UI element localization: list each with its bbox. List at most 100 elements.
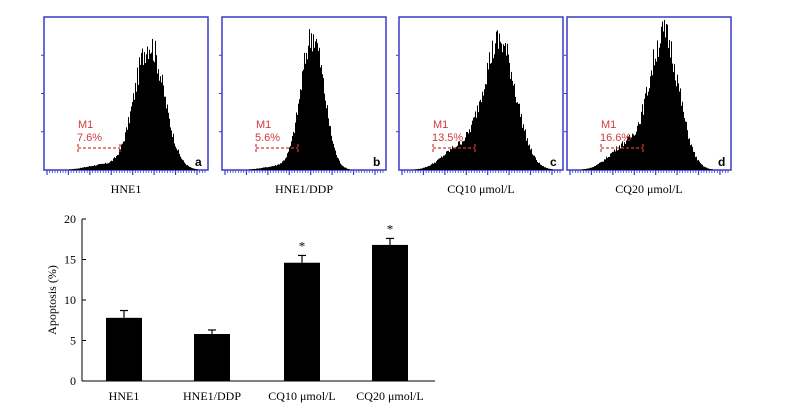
histogram-bin: [711, 169, 712, 170]
histogram-bin: [635, 134, 636, 170]
histogram-bin: [664, 19, 665, 170]
histogram-bin: [537, 161, 538, 170]
gate-marker: [600, 144, 644, 152]
histogram-bin: [629, 134, 630, 170]
histogram-bin: [73, 169, 74, 170]
histogram-bin: [276, 165, 277, 170]
panel-caption: CQ10 μmol/L: [447, 182, 514, 196]
histogram-bin: [657, 40, 658, 171]
histogram-bin: [280, 163, 281, 170]
histogram-bin: [443, 155, 444, 170]
histogram-bin: [170, 127, 171, 170]
histogram-bin: [679, 91, 680, 170]
histogram-bin: [286, 157, 287, 170]
histogram-bin: [272, 166, 273, 170]
histogram-bin: [519, 103, 520, 170]
histogram-bin: [611, 153, 612, 170]
histogram-bin: [607, 158, 608, 170]
histogram-bin: [641, 111, 642, 170]
histogram-bin: [197, 169, 198, 170]
histogram-bin: [177, 150, 178, 170]
histogram-bin: [691, 144, 692, 170]
histogram-bin: [301, 90, 302, 170]
histogram-bin: [457, 145, 458, 170]
histogram-bin: [655, 58, 656, 171]
histogram-bin: [652, 75, 653, 170]
histogram-bin: [592, 167, 593, 170]
histogram-bin: [440, 157, 441, 170]
histogram-bin: [263, 167, 264, 170]
histogram-bin: [618, 149, 619, 170]
histogram-bin: [433, 163, 434, 170]
histogram-bin: [151, 52, 152, 170]
x-tick-label: HNE1/DDP: [183, 389, 241, 403]
histogram-bin: [270, 166, 271, 170]
histogram-bin: [531, 148, 532, 170]
y-axis-label: Apoptosis (%): [45, 265, 59, 335]
histogram-bin: [639, 124, 640, 170]
histogram-bin: [619, 145, 620, 170]
gate-label: M1: [601, 119, 616, 131]
histogram-bin: [456, 146, 457, 170]
histogram-bin: [603, 161, 604, 170]
histogram-bin: [183, 160, 184, 170]
histogram-bin: [680, 88, 681, 170]
histogram-bin: [612, 151, 613, 170]
histogram-bin: [144, 52, 145, 171]
histogram-bin: [159, 80, 160, 170]
histogram-bin: [643, 114, 644, 170]
histogram-bin: [320, 67, 321, 170]
histogram-bin: [613, 151, 614, 170]
histogram-bin: [660, 43, 661, 171]
histogram-bin: [193, 168, 194, 170]
histogram-bin: [103, 163, 104, 170]
histogram-bin: [315, 41, 316, 170]
histogram-bin: [513, 85, 514, 170]
histogram-bin: [334, 147, 335, 170]
histogram-bin: [527, 138, 528, 170]
histogram-bin: [87, 166, 88, 170]
panel-caption: HNE1: [111, 182, 142, 196]
histogram-bin: [123, 141, 124, 170]
histogram-bin: [465, 137, 466, 170]
histogram-bin: [536, 159, 537, 170]
histogram-bin: [133, 93, 134, 170]
histogram-bin: [674, 64, 675, 170]
histogram-bin: [530, 149, 531, 170]
histogram-bin: [273, 166, 274, 170]
histogram-bin: [109, 162, 110, 170]
histogram-bin: [148, 59, 149, 170]
histogram-bin: [436, 161, 437, 170]
histogram-bin: [120, 149, 121, 170]
histogram-bin: [72, 169, 73, 170]
histogram-bin: [491, 62, 492, 170]
histogram-bin: [89, 166, 90, 170]
histogram-bin: [709, 168, 710, 170]
gate-percent: 16.6%: [600, 132, 631, 144]
histogram-bin: [308, 45, 309, 170]
histogram-bin: [165, 96, 166, 170]
histogram-bin: [282, 161, 283, 170]
histogram-bin: [475, 111, 476, 170]
histogram-bin: [667, 24, 668, 171]
histogram-bin: [303, 69, 304, 170]
histogram-bin: [99, 164, 100, 170]
histogram-bin: [426, 167, 427, 170]
histogram-bin: [261, 167, 262, 170]
histogram-bin: [333, 143, 334, 170]
histogram-bin: [447, 150, 448, 170]
histogram-bin: [139, 57, 140, 171]
histogram-bin: [451, 149, 452, 170]
histogram-bin: [185, 163, 186, 170]
histogram-bin: [677, 74, 678, 170]
histogram-bin: [306, 53, 307, 170]
histogram-bin: [668, 48, 669, 170]
histogram-bin: [705, 167, 706, 170]
histogram-bin: [311, 33, 312, 171]
histogram-bin: [481, 102, 482, 170]
histogram-bin: [264, 167, 265, 170]
histogram-bin: [249, 169, 250, 170]
x-tick-label: CQ20 μmol/L: [356, 389, 423, 403]
y-tick-label: 15: [64, 253, 76, 267]
